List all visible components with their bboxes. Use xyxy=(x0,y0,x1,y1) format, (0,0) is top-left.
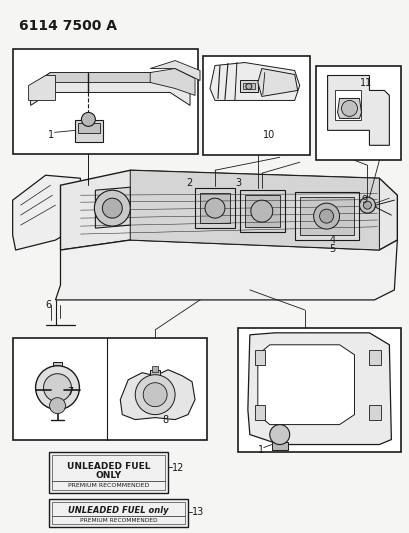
Text: UNLEADED FUEL: UNLEADED FUEL xyxy=(66,463,150,472)
Polygon shape xyxy=(337,99,361,118)
Polygon shape xyxy=(31,72,190,91)
Bar xyxy=(244,195,279,227)
Circle shape xyxy=(359,197,375,213)
Text: 1: 1 xyxy=(257,445,263,455)
Bar xyxy=(75,120,103,142)
Polygon shape xyxy=(257,69,297,96)
Text: UNLEADED FUEL only: UNLEADED FUEL only xyxy=(68,506,168,515)
Bar xyxy=(202,55,309,155)
Circle shape xyxy=(135,375,175,415)
Text: 13: 13 xyxy=(191,507,204,518)
Bar xyxy=(48,499,188,527)
Circle shape xyxy=(341,100,357,116)
Circle shape xyxy=(49,398,65,414)
Circle shape xyxy=(36,366,79,410)
Bar xyxy=(78,123,100,133)
Bar xyxy=(48,451,168,494)
Polygon shape xyxy=(334,91,361,120)
Text: 2: 2 xyxy=(186,178,192,188)
Bar xyxy=(237,328,400,451)
Text: 9: 9 xyxy=(361,195,367,205)
Bar xyxy=(254,405,264,419)
Bar xyxy=(52,503,184,524)
Polygon shape xyxy=(150,69,195,95)
Bar xyxy=(150,370,160,386)
Bar xyxy=(239,80,257,92)
Circle shape xyxy=(245,84,251,90)
Bar xyxy=(254,350,264,365)
Bar xyxy=(195,188,234,228)
Circle shape xyxy=(102,198,122,218)
Text: 11: 11 xyxy=(359,78,371,88)
Bar xyxy=(52,455,165,490)
Text: 4: 4 xyxy=(329,235,335,245)
Polygon shape xyxy=(55,240,396,300)
Bar xyxy=(369,405,380,419)
Bar xyxy=(315,66,400,160)
Text: 6: 6 xyxy=(45,300,52,310)
Polygon shape xyxy=(95,187,130,228)
Text: 10: 10 xyxy=(262,131,274,140)
Bar xyxy=(294,192,359,240)
Polygon shape xyxy=(61,170,396,250)
Circle shape xyxy=(250,200,272,222)
Circle shape xyxy=(269,425,289,445)
Circle shape xyxy=(143,383,167,407)
Polygon shape xyxy=(120,370,195,419)
Bar xyxy=(13,49,198,154)
Bar xyxy=(242,84,254,90)
Text: 5: 5 xyxy=(329,244,335,254)
Polygon shape xyxy=(247,333,391,445)
Text: PREMIUM RECOMMENDED: PREMIUM RECOMMENDED xyxy=(79,518,157,523)
Bar xyxy=(152,366,158,372)
Bar xyxy=(13,338,207,440)
Text: 7: 7 xyxy=(67,386,74,397)
Polygon shape xyxy=(31,72,190,106)
Circle shape xyxy=(94,190,130,226)
Polygon shape xyxy=(150,61,200,80)
Text: 12: 12 xyxy=(172,464,184,473)
Circle shape xyxy=(204,198,225,218)
Text: 8: 8 xyxy=(162,415,168,425)
Circle shape xyxy=(81,112,95,126)
Polygon shape xyxy=(13,175,80,250)
Polygon shape xyxy=(29,76,55,100)
Circle shape xyxy=(43,374,71,402)
Bar xyxy=(52,362,62,374)
Text: PREMIUM RECOMMENDED: PREMIUM RECOMMENDED xyxy=(67,483,148,488)
Text: 6114 7500 A: 6114 7500 A xyxy=(18,19,116,33)
Circle shape xyxy=(313,203,339,229)
Polygon shape xyxy=(130,170,378,250)
Polygon shape xyxy=(257,345,354,425)
Text: 3: 3 xyxy=(234,178,240,188)
Polygon shape xyxy=(327,76,389,146)
Bar xyxy=(239,190,284,232)
Bar xyxy=(200,193,229,223)
Bar xyxy=(299,197,354,235)
Text: ONLY: ONLY xyxy=(95,472,121,480)
Circle shape xyxy=(362,201,371,209)
Polygon shape xyxy=(209,62,299,100)
Bar xyxy=(271,441,287,449)
Circle shape xyxy=(319,209,333,223)
Bar xyxy=(369,350,380,365)
Text: 1: 1 xyxy=(47,131,54,140)
